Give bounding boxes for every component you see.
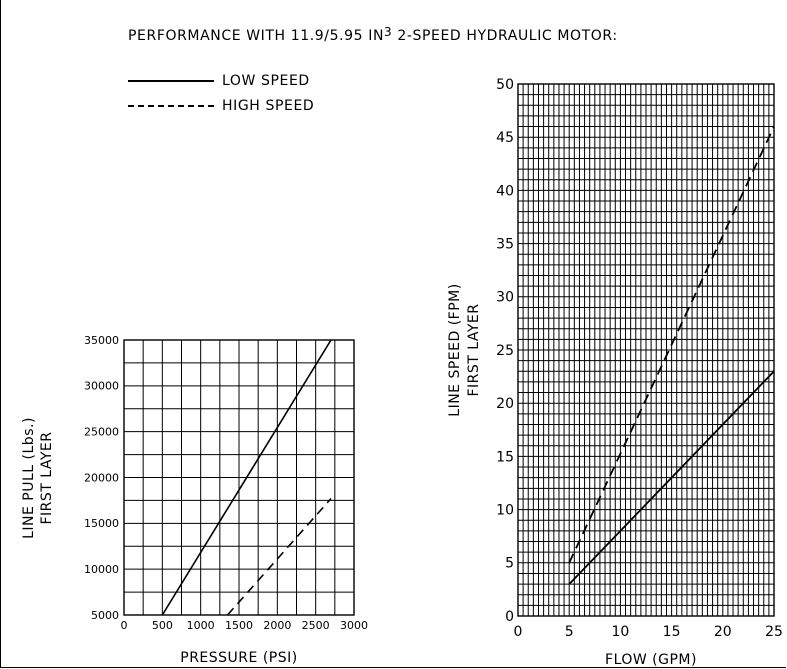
chart2-y-tick-label: 30 [496, 290, 514, 306]
chart1-x-tick-label: 1500 [225, 619, 253, 632]
chart2-y-tick-label: 15 [496, 449, 514, 465]
legend-solid-line-swatch [128, 80, 214, 82]
heading-text: PERFORMANCE WITH 11.9/5.95 IN [128, 28, 385, 44]
chart2-y-tick-label: 45 [496, 130, 514, 146]
legend-dashed-line-swatch [128, 105, 214, 107]
chart1-series-high-speed [226, 498, 332, 616]
legend-label-low-speed: LOW SPEED [222, 73, 310, 89]
chart2-x-tick-label: 10 [611, 624, 629, 640]
chart1-x-axis-label: PRESSURE (PSI) [180, 650, 297, 666]
heading-suffix: 2-SPEED HYDRAULIC MOTOR: [397, 28, 618, 44]
chart2-y-tick-label: 35 [496, 237, 514, 253]
chart1-y-axis-label-2: FIRST LAYER [39, 431, 55, 524]
chart1-y-tick-label: 15000 [84, 517, 119, 530]
chart1-y-tick-label: 25000 [84, 426, 119, 439]
chart1-y-tick-label: 5000 [91, 609, 119, 622]
chart1-x-tick-label: 500 [152, 619, 173, 632]
chart2-series-low-speed [568, 370, 775, 585]
chart1-y-tick-label: 20000 [84, 471, 119, 484]
chart1-plot-border [123, 339, 355, 616]
chart2-y-tick-label: 5 [505, 556, 514, 572]
chart1-x-tick-label: 2000 [263, 619, 291, 632]
chart2-y-tick-label: 25 [496, 343, 514, 359]
chart2-y-tick-label: 50 [496, 77, 514, 93]
chart1-x-tick-label: 3000 [340, 619, 368, 632]
chart2-y-tick-label: 10 [496, 503, 514, 519]
chart2-series-high-speed [568, 126, 775, 564]
chart1-y-tick-label: 30000 [84, 380, 119, 393]
chart2-x-tick-label: 15 [663, 624, 681, 640]
chart2-y-tick-label: 0 [505, 609, 514, 625]
chart2-y-tick-label: 40 [496, 183, 514, 199]
chart2-x-tick-label: 0 [514, 624, 523, 640]
chart1-y-tick-label: 10000 [84, 563, 119, 576]
chart2-x-tick-label: 20 [714, 624, 732, 640]
chart1-x-tick-label: 1000 [187, 619, 215, 632]
chart1-y-axis-label-1: LINE PULL (Lbs.) [21, 417, 37, 539]
chart1-x-tick-label: 0 [121, 619, 128, 632]
chart2-x-tick-label: 25 [765, 624, 783, 640]
chart2-x-tick-label: 5 [565, 624, 574, 640]
chart2-y-tick-label: 20 [496, 396, 514, 412]
heading-superscript: 3 [384, 25, 393, 39]
chart2-y-axis-label-2: FIRST LAYER [466, 303, 482, 396]
chart2-plot-border [517, 83, 775, 617]
legend-item-low-speed: LOW SPEED [128, 71, 310, 91]
chart1-y-tick-label: 35000 [84, 334, 119, 347]
chart1-series-low-speed [161, 339, 332, 616]
chart2-x-axis-label: FLOW (GPM) [605, 652, 697, 668]
chart2-y-axis-label-1: LINE SPEED (FPM) [447, 283, 463, 416]
legend-item-high-speed: HIGH SPEED [128, 96, 314, 116]
legend-label-high-speed: HIGH SPEED [222, 98, 315, 114]
chart1-x-tick-label: 2500 [302, 619, 330, 632]
figure-heading: PERFORMANCE WITH 11.9/5.95 IN3 2-SPEED H… [128, 25, 618, 44]
